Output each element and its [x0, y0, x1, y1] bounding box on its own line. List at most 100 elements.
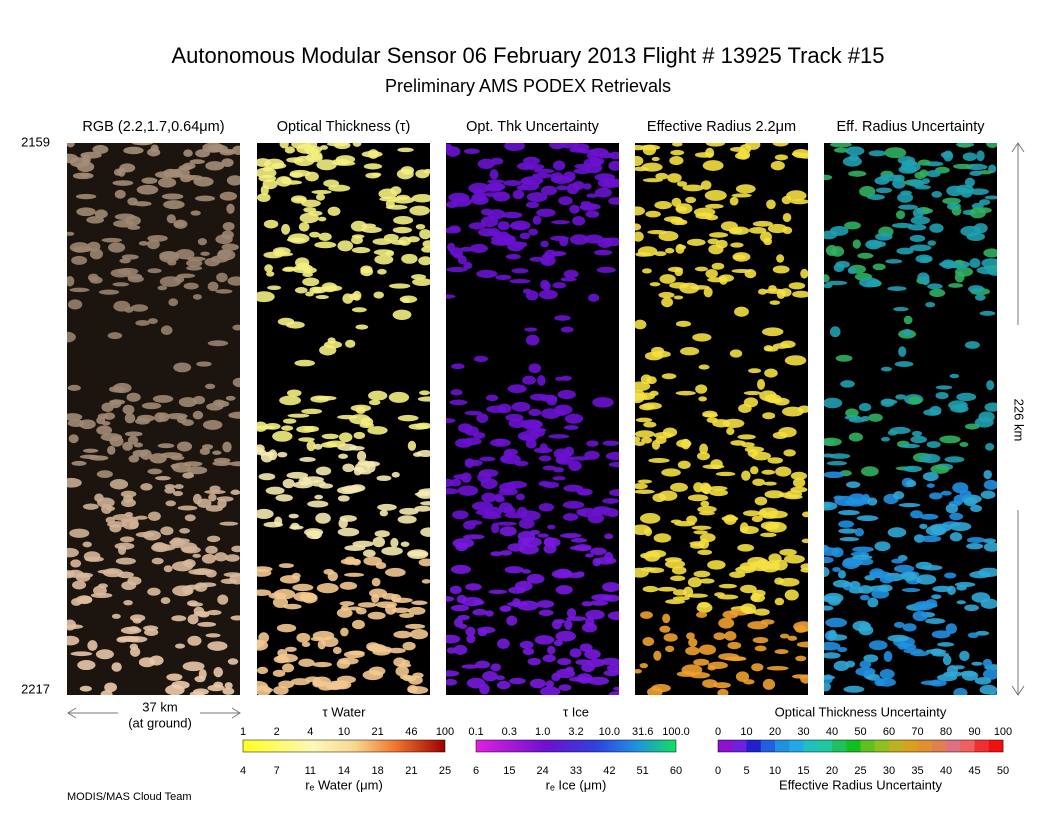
- cloud: [579, 643, 593, 652]
- colorbar-segment: [817, 740, 833, 752]
- cloud: [343, 572, 365, 577]
- cloud: [298, 437, 315, 442]
- cloud: [492, 191, 511, 202]
- cloud: [538, 455, 552, 462]
- cloud: [397, 515, 417, 524]
- cloud: [830, 143, 852, 148]
- cloud: [446, 143, 453, 151]
- cloud: [310, 480, 326, 487]
- cloud: [388, 283, 411, 289]
- cloud: [635, 223, 642, 231]
- cloud: [463, 534, 485, 540]
- cloud: [111, 662, 122, 672]
- cloud: [379, 196, 401, 202]
- cloud: [768, 553, 782, 563]
- cloud: [95, 649, 114, 660]
- cloud: [528, 228, 539, 236]
- cloud: [709, 489, 728, 497]
- cloud: [391, 471, 400, 478]
- cloud: [707, 560, 726, 570]
- cloud: [908, 396, 922, 405]
- cloud: [922, 471, 939, 482]
- cloud: [206, 609, 222, 616]
- cloud: [257, 640, 269, 651]
- cloud: [711, 262, 725, 270]
- cloud: [515, 493, 525, 501]
- cloud: [166, 412, 188, 420]
- cloud: [540, 686, 561, 695]
- cloud: [68, 434, 79, 444]
- cloud: [67, 635, 80, 646]
- cloud: [132, 617, 142, 624]
- cloud: [519, 510, 541, 521]
- colorbar-tick-label: 20: [769, 726, 781, 738]
- cloud: [680, 347, 700, 356]
- cloud: [472, 432, 486, 439]
- cloud: [138, 241, 149, 246]
- cloud: [584, 234, 604, 244]
- cloud: [128, 521, 139, 530]
- cloud: [702, 160, 724, 171]
- cloud: [306, 440, 316, 452]
- cloud: [594, 187, 612, 198]
- cloud: [781, 406, 804, 417]
- cloud: [744, 268, 757, 279]
- cloud: [355, 406, 366, 414]
- cloud: [174, 484, 184, 490]
- cloud: [522, 647, 535, 656]
- cloud: [730, 242, 744, 248]
- cloud: [367, 611, 386, 620]
- cloud: [728, 227, 743, 235]
- cloud: [135, 417, 151, 425]
- cloud: [98, 289, 120, 295]
- cloud: [393, 630, 413, 639]
- cloud: [705, 147, 715, 159]
- cloud: [472, 608, 488, 616]
- cloud: [718, 617, 735, 629]
- cloud: [787, 635, 798, 641]
- cloud: [857, 252, 874, 259]
- cloud: [860, 466, 879, 477]
- cloud: [189, 159, 205, 165]
- cloud: [520, 178, 533, 185]
- cloud: [905, 479, 917, 488]
- cloud: [959, 490, 972, 498]
- cloud: [562, 513, 579, 521]
- cloud: [944, 572, 957, 579]
- cloud: [460, 472, 472, 483]
- cloud: [184, 514, 196, 522]
- colorbar-segment: [760, 740, 776, 752]
- cloud: [339, 601, 355, 606]
- cloud: [766, 665, 789, 671]
- cloud: [525, 334, 540, 346]
- cloud: [845, 408, 859, 418]
- cloud: [298, 658, 315, 667]
- cloud: [115, 557, 136, 565]
- colorbar-tick-label: 10.0: [599, 726, 620, 738]
- colorbar-tick-label: 3.2: [568, 726, 583, 738]
- cloud: [769, 300, 781, 305]
- cloud: [208, 493, 217, 502]
- cloud: [303, 425, 320, 433]
- cloud: [132, 201, 152, 207]
- cloud: [581, 601, 593, 607]
- cloud: [262, 179, 278, 190]
- cloud: [745, 143, 761, 150]
- cloud: [983, 469, 992, 480]
- cloud: [705, 143, 726, 147]
- cloud: [844, 221, 861, 230]
- cloud: [101, 402, 114, 413]
- cloud: [772, 143, 789, 147]
- cloud: [732, 252, 751, 262]
- cloud: [224, 682, 233, 690]
- cloud: [390, 537, 399, 548]
- cloud: [366, 642, 380, 651]
- colorbar-tick-label: 0: [715, 726, 721, 738]
- cloud: [664, 559, 686, 569]
- cloud: [642, 268, 652, 274]
- scale-label: 37 km: [142, 699, 177, 714]
- cloud: [744, 446, 765, 453]
- cloud: [496, 234, 516, 245]
- cloud: [724, 631, 737, 641]
- cloud: [867, 597, 879, 608]
